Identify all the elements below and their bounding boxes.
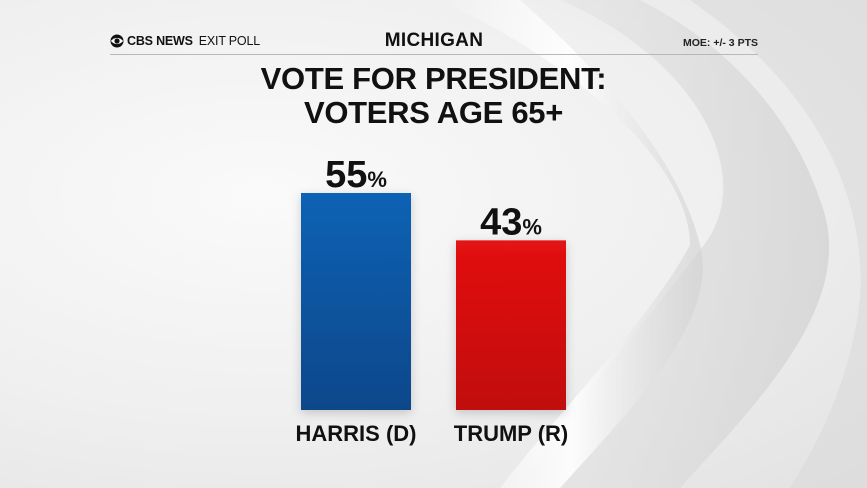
state-name: MICHIGAN [384, 30, 484, 51]
margin-of-error: MOE: +/- 3 PTS [683, 37, 758, 49]
bar-0 [301, 193, 411, 410]
cbs-news-logo: CBS NEWS EXIT POLL [110, 33, 260, 49]
bar-value-unit-0: % [367, 167, 387, 192]
logo-suffix: EXIT POLL [198, 34, 260, 48]
bar-value-number-1: 43 [480, 201, 522, 243]
bar-value-unit-1: % [522, 214, 542, 239]
bar-value-label-0: 55% [325, 154, 387, 196]
chart-title: VOTE FOR PRESIDENT: VOTERS AGE 65+ [0, 62, 867, 130]
chart-title-line-1: VOTE FOR PRESIDENT: [260, 61, 607, 96]
logo-brand: CBS NEWS [127, 34, 193, 48]
category-label-0: HARRIS (D) [296, 421, 417, 446]
cbs-eye-icon [110, 34, 124, 48]
category-label-1: TRUMP (R) [454, 421, 568, 446]
bar-1 [456, 240, 566, 410]
bar-value-label-1: 43% [480, 201, 542, 243]
header-bar: CBS NEWS EXIT POLL MICHIGAN MOE: +/- 3 P… [110, 28, 758, 55]
bar-value-number-0: 55 [325, 154, 367, 196]
chart-title-line-2: VOTERS AGE 65+ [303, 95, 564, 130]
